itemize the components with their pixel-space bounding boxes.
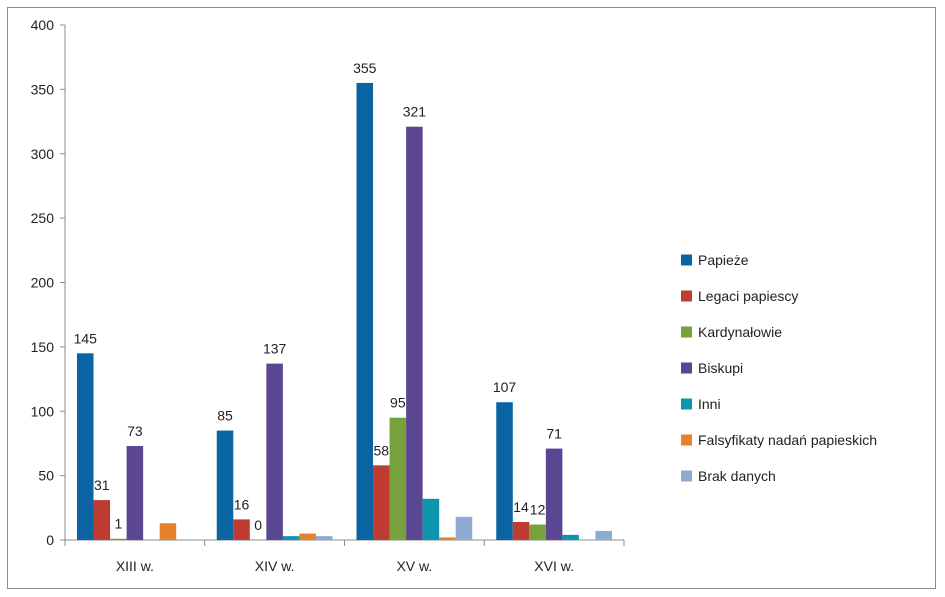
bar [562, 534, 579, 540]
data-label: 14 [513, 499, 529, 515]
axes: 0 50 100 150 200 250 300 350 400 XIII w. XIV w. XV … [31, 17, 625, 574]
bar [126, 446, 144, 540]
y-tick-label: 350 [31, 81, 55, 97]
bar [455, 516, 473, 540]
legend-label: Falsyfikaty nadań papieskich [698, 432, 877, 448]
y-tick-label: 100 [31, 403, 55, 419]
bar [299, 533, 316, 540]
bar [356, 82, 374, 540]
bar [110, 538, 127, 540]
legend-label: Papieże [698, 252, 749, 268]
bar [233, 519, 250, 540]
y-tick-label: 400 [31, 17, 55, 33]
legend-swatch [681, 434, 692, 446]
y-tick-label: 200 [31, 275, 55, 291]
data-label: 85 [217, 408, 233, 424]
bar [216, 430, 234, 540]
legend-swatch [681, 362, 692, 374]
legend: Papieże Legaci papiescy Kardynałowie Biskup… [681, 252, 877, 484]
data-label: 145 [74, 330, 98, 346]
bar [315, 536, 333, 540]
data-label: 16 [234, 496, 250, 512]
legend-label: Inni [698, 396, 721, 412]
legend-swatch [681, 398, 692, 410]
y-tick-label: 150 [31, 339, 55, 355]
legend-swatch [681, 290, 692, 302]
legend-label: Biskupi [698, 360, 743, 376]
y-tick-label: 300 [31, 146, 55, 162]
data-label: 95 [390, 395, 406, 411]
bar [266, 363, 283, 540]
bar [496, 402, 513, 540]
chart-frame: 0 50 100 150 200 250 300 350 400 XIII w. XIV w. XV … [7, 7, 936, 589]
bar [282, 536, 300, 540]
bar [159, 523, 177, 540]
data-label: 321 [403, 104, 427, 120]
data-label: 1 [114, 516, 122, 532]
bar [389, 417, 407, 540]
data-label: 0 [254, 517, 262, 533]
bar [512, 521, 530, 540]
data-label: 73 [127, 423, 143, 439]
bar [373, 465, 390, 540]
x-tick-label: XVI w. [534, 558, 574, 574]
bar-chart: 0 50 100 150 200 250 300 350 400 XIII w. XIV w. XV … [31, 17, 877, 574]
legend-label: Kardynałowie [698, 324, 782, 340]
data-label: 107 [493, 379, 517, 395]
data-label: 58 [374, 442, 390, 458]
bar [439, 537, 456, 540]
data-label: 31 [94, 477, 110, 493]
y-tick-label: 50 [38, 468, 54, 484]
legend-label: Legaci papiescy [698, 288, 798, 304]
bar [422, 498, 440, 540]
bar [77, 353, 94, 540]
bars [77, 82, 612, 541]
data-label: 355 [353, 60, 377, 76]
legend-label: Brak danych [698, 468, 776, 484]
bar [93, 500, 111, 540]
x-tick-label: XIII w. [116, 558, 154, 574]
x-tick-label: XV w. [396, 558, 432, 574]
legend-swatch [681, 254, 692, 266]
data-labels: 145 85 355 107 31 16 58 14 1 0 95 12 73 137 321 71 [74, 60, 563, 533]
data-label: 12 [530, 502, 546, 518]
bar [595, 530, 612, 540]
bar [529, 524, 546, 540]
x-tick-label: XIV w. [255, 558, 295, 574]
y-tick-label: 0 [46, 532, 54, 548]
data-label: 137 [263, 341, 287, 357]
legend-swatch [681, 326, 692, 338]
bar [545, 448, 563, 540]
legend-swatch [681, 470, 692, 482]
bar [406, 126, 423, 541]
y-tick-label: 250 [31, 210, 55, 226]
data-label: 71 [546, 426, 562, 442]
